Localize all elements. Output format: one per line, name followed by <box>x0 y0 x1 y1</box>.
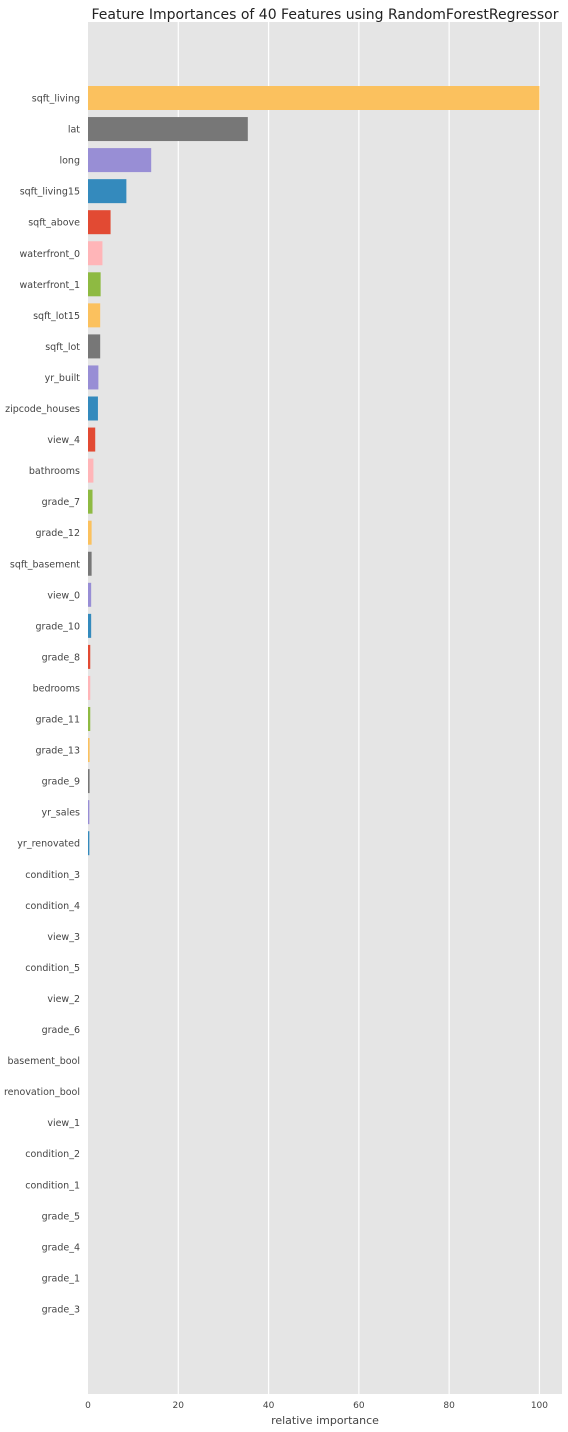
y-tick-label: long <box>59 156 80 167</box>
y-tick-label: basement_bool <box>7 1056 80 1067</box>
bar-waterfront-1 <box>88 272 101 297</box>
y-tick-label: view_4 <box>47 435 80 446</box>
bar-yr-built <box>88 365 99 390</box>
x-tick-label: 100 <box>531 1401 548 1411</box>
y-tick-label: grade_1 <box>42 1273 80 1284</box>
y-tick-label: grade_3 <box>42 1304 80 1315</box>
bar-grade-9 <box>88 769 90 794</box>
chart-title: Feature Importances of 40 Features using… <box>92 7 559 23</box>
y-tick-label: sqft_lot15 <box>33 311 80 322</box>
bar-grade-8 <box>88 644 91 669</box>
y-tick-label: grade_13 <box>36 746 80 757</box>
plot-background <box>88 22 562 1394</box>
y-tick-label: grade_8 <box>42 652 80 663</box>
y-tick-label: grade_4 <box>42 1242 80 1253</box>
y-tick-label: grade_7 <box>42 497 80 508</box>
x-tick-label: 60 <box>353 1401 365 1411</box>
bar-sqft-above <box>88 210 111 235</box>
bar-sqft-lot15 <box>88 303 101 328</box>
y-tick-label: sqft_lot <box>45 342 80 353</box>
bar-sqft-living15 <box>88 179 127 204</box>
y-tick-label: condition_3 <box>25 870 80 881</box>
y-tick-label: view_0 <box>47 590 80 601</box>
x-tick-label: 80 <box>443 1401 455 1411</box>
y-tick-label: renovation_bool <box>4 1087 80 1098</box>
y-tick-label: zipcode_houses <box>5 404 80 415</box>
y-tick-label: sqft_living <box>32 94 80 105</box>
bar-sqft-living <box>88 86 540 110</box>
y-tick-label: waterfront_1 <box>20 280 80 291</box>
x-tick-label: 0 <box>85 1401 91 1411</box>
bar-view-0 <box>88 582 92 607</box>
y-tick-label: condition_1 <box>25 1180 80 1191</box>
y-tick-label: grade_9 <box>42 777 80 788</box>
y-tick-label: lat <box>68 125 80 136</box>
y-tick-label: waterfront_0 <box>20 249 80 260</box>
bar-sqft-lot <box>88 334 101 359</box>
y-tick-label: yr_renovated <box>17 839 80 850</box>
y-tick-label: grade_11 <box>36 715 80 726</box>
bar-bathrooms <box>88 458 94 483</box>
y-tick-label: grade_5 <box>42 1211 80 1222</box>
y-tick-label: sqft_living15 <box>20 187 80 198</box>
y-tick-label: view_3 <box>47 932 80 943</box>
bar-grade-10 <box>88 613 92 638</box>
y-tick-label: condition_2 <box>25 1149 80 1160</box>
y-tick-label: condition_5 <box>25 963 80 974</box>
y-tick-label: grade_6 <box>42 1025 80 1036</box>
bar-grade-11 <box>88 707 91 731</box>
y-tick-label: yr_sales <box>42 808 81 819</box>
y-tick-label: bathrooms <box>29 466 80 477</box>
bar-waterfront-0 <box>88 241 103 266</box>
y-tick-label: sqft_basement <box>10 559 80 570</box>
bars <box>88 86 540 856</box>
bar-grade-12 <box>88 520 92 545</box>
y-tick-label: yr_built <box>45 373 81 384</box>
y-tick-label: grade_12 <box>36 528 80 539</box>
y-tick-label: bedrooms <box>33 683 80 694</box>
y-tick-label: view_2 <box>47 994 80 1005</box>
y-tick-label: condition_4 <box>25 901 80 912</box>
bar-grade-13 <box>88 738 90 763</box>
x-tick-label: 20 <box>173 1401 185 1411</box>
bar-yr-renovated <box>88 831 90 856</box>
bar-yr-sales <box>88 800 90 825</box>
gridlines <box>177 22 541 1394</box>
bar-long <box>88 148 152 173</box>
bar-sqft-basement <box>88 551 92 576</box>
y-tick-label: sqft_above <box>28 218 80 229</box>
y-tick-label: grade_10 <box>36 621 80 632</box>
bar-bedrooms <box>88 675 91 700</box>
bar-view-4 <box>88 427 96 452</box>
x-tick-labels: 0 20 40 60 80 100 <box>85 1401 548 1411</box>
x-tick-label: 40 <box>263 1401 275 1411</box>
y-tick-label: view_1 <box>47 1118 80 1129</box>
bar-grade-7 <box>88 489 93 514</box>
x-axis-label: relative importance <box>271 1414 379 1427</box>
bar-zipcode-houses <box>88 396 98 421</box>
bar-lat <box>88 117 248 142</box>
